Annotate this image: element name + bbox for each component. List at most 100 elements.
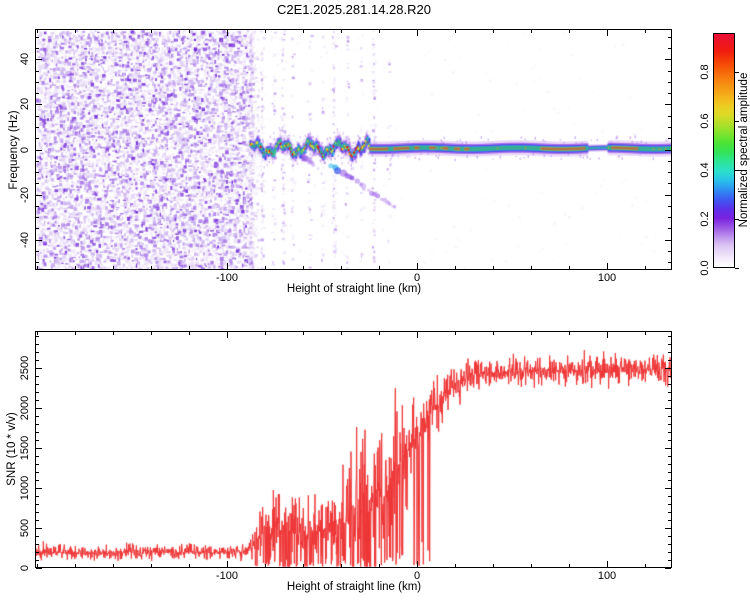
colorbar-tick-label: 0.4 xyxy=(699,162,711,178)
x-tick-minor xyxy=(75,332,76,335)
y-tick-label: 2000 xyxy=(19,395,31,421)
x-tick-minor xyxy=(379,332,380,335)
y-tick-minor xyxy=(668,48,671,49)
x-tick xyxy=(227,332,228,338)
y-tick-minor xyxy=(668,336,671,337)
y-tick-minor xyxy=(668,424,671,425)
x-tick-label: 0 xyxy=(413,272,421,284)
y-tick-minor xyxy=(36,217,39,218)
y-tick-minor xyxy=(668,416,671,417)
spectrogram-panel xyxy=(35,29,672,270)
y-tick-minor xyxy=(36,456,39,457)
y-tick-minor xyxy=(668,82,671,83)
y-tick-minor xyxy=(36,560,39,561)
y-tick-minor xyxy=(668,384,671,385)
x-tick-label: -100 xyxy=(215,272,239,284)
x-tick-minor xyxy=(303,564,304,567)
y-tick-minor xyxy=(668,183,671,184)
y-tick xyxy=(665,195,671,196)
x-tick-minor xyxy=(569,266,570,269)
x-tick-minor xyxy=(303,266,304,269)
y-tick-minor xyxy=(668,504,671,505)
x-tick-minor xyxy=(379,564,380,567)
x-tick-minor xyxy=(75,564,76,567)
x-tick-minor xyxy=(151,30,152,33)
x-tick-minor xyxy=(645,332,646,335)
x-tick xyxy=(607,561,608,567)
x-tick-minor xyxy=(493,266,494,269)
y-tick-minor xyxy=(668,37,671,38)
y-tick-minor xyxy=(668,512,671,513)
x-tick-minor xyxy=(645,30,646,33)
y-tick-minor xyxy=(36,344,39,345)
y-tick-minor xyxy=(668,138,671,139)
y-tick-minor xyxy=(668,352,671,353)
y-tick xyxy=(665,240,671,241)
colorbar-label: Normalized spectral amplitude xyxy=(738,72,750,228)
y-tick-minor xyxy=(36,183,39,184)
y-tick-minor xyxy=(36,432,39,433)
x-tick-minor xyxy=(265,266,266,269)
colorbar-tick xyxy=(735,268,739,269)
colorbar-tick-label: 0.0 xyxy=(699,260,711,276)
x-tick-minor xyxy=(379,266,380,269)
x-tick xyxy=(417,561,418,567)
y-tick-minor xyxy=(668,496,671,497)
y-tick-minor xyxy=(668,93,671,94)
y-tick-minor xyxy=(36,472,39,473)
y-tick-minor xyxy=(36,251,39,252)
y-tick xyxy=(665,104,671,105)
y-tick-minor xyxy=(668,172,671,173)
y-tick xyxy=(36,408,42,409)
x-tick xyxy=(417,263,418,269)
y-tick-label: 40 xyxy=(19,52,31,66)
y-tick-minor xyxy=(36,37,39,38)
x-tick-label: 100 xyxy=(597,570,617,582)
y-tick-minor xyxy=(36,552,39,553)
y-tick-minor xyxy=(36,464,39,465)
y-tick-minor xyxy=(668,392,671,393)
x-tick xyxy=(417,332,418,338)
y-tick-minor xyxy=(36,138,39,139)
y-tick xyxy=(36,195,42,196)
x-tick-minor xyxy=(265,564,266,567)
x-tick-minor xyxy=(303,332,304,335)
x-tick-minor xyxy=(531,266,532,269)
y-tick-minor xyxy=(668,251,671,252)
y-tick-minor xyxy=(668,456,671,457)
y-tick-label: 1000 xyxy=(19,475,31,501)
y-tick-minor xyxy=(36,392,39,393)
x-tick-minor xyxy=(569,332,570,335)
y-tick-minor xyxy=(36,71,39,72)
y-tick-minor xyxy=(668,472,671,473)
x-tick xyxy=(607,332,608,338)
y-tick-minor xyxy=(36,352,39,353)
x-tick-minor xyxy=(37,332,38,335)
x-tick-minor xyxy=(265,30,266,33)
y-tick-minor xyxy=(36,336,39,337)
x-tick-minor xyxy=(455,266,456,269)
y-tick-minor xyxy=(36,400,39,401)
y-tick-minor xyxy=(36,172,39,173)
x-tick-minor xyxy=(569,564,570,567)
x-tick-minor xyxy=(341,564,342,567)
y-tick-minor xyxy=(36,376,39,377)
x-tick-minor xyxy=(645,266,646,269)
figure-title: C2E1.2025.281.14.28.R20 xyxy=(277,2,431,17)
colorbar xyxy=(713,33,735,268)
x-tick-minor xyxy=(455,564,456,567)
y-tick-minor xyxy=(668,440,671,441)
spectrogram-x-axis-label: Height of straight line (km) xyxy=(286,283,422,295)
colorbar-tick-label: 0.2 xyxy=(699,211,711,227)
y-tick-minor xyxy=(36,440,39,441)
y-tick-minor xyxy=(668,217,671,218)
y-tick xyxy=(665,488,671,489)
y-tick-minor xyxy=(36,544,39,545)
x-tick-minor xyxy=(531,30,532,33)
x-tick-minor xyxy=(151,564,152,567)
y-tick-minor xyxy=(668,552,671,553)
y-tick-minor xyxy=(36,206,39,207)
x-tick-minor xyxy=(189,30,190,33)
y-tick-label: 500 xyxy=(19,518,31,538)
y-tick-minor xyxy=(668,127,671,128)
